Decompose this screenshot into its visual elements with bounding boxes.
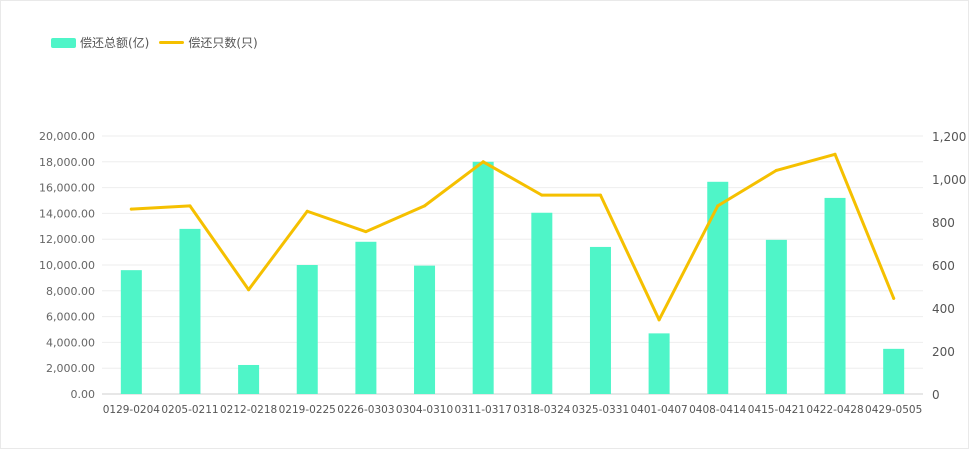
x-tick-label: 0219-0225: [279, 404, 336, 416]
bar[interactable]: [120, 270, 142, 394]
y-right-tick-label: 200: [932, 345, 955, 359]
y-right-tick-label: 0: [932, 388, 940, 402]
line-point[interactable]: [188, 204, 192, 208]
line-point[interactable]: [598, 193, 602, 197]
x-tick-label: 0422-0428: [806, 404, 863, 416]
bar[interactable]: [531, 212, 553, 394]
line-point[interactable]: [774, 168, 778, 172]
bar[interactable]: [238, 364, 260, 394]
line-point[interactable]: [892, 296, 896, 300]
line-point[interactable]: [540, 193, 544, 197]
y-left-tick-label: 12,000.00: [39, 233, 95, 246]
legend-item-bar-series[interactable]: 偿还总额(亿): [51, 34, 149, 51]
x-tick-label: 0212-0218: [220, 404, 277, 416]
x-tick-label: 0311-0317: [455, 404, 512, 416]
y-right-tick-label: 1,000: [932, 173, 966, 187]
x-tick-label: 0408-0414: [689, 404, 747, 416]
legend-bar-swatch: [51, 37, 76, 48]
line-point[interactable]: [305, 209, 309, 213]
bar[interactable]: [355, 241, 377, 394]
line-point[interactable]: [423, 204, 427, 208]
y-left-tick-label: 6,000.00: [46, 311, 95, 324]
line-point[interactable]: [716, 204, 720, 208]
bar[interactable]: [414, 265, 436, 394]
y-left-tick-label: 20,000.00: [39, 130, 95, 143]
y-left-tick-label: 4,000.00: [46, 336, 95, 349]
line-point[interactable]: [247, 288, 251, 292]
x-tick-label: 0401-0407: [630, 404, 687, 416]
bar[interactable]: [824, 197, 846, 394]
line-point[interactable]: [481, 160, 485, 164]
y-left-tick-label: 2,000.00: [46, 362, 95, 375]
legend: 偿还总额(亿) 偿还只数(只): [51, 34, 258, 51]
legend-item-line-series[interactable]: 偿还只数(只): [159, 34, 258, 51]
bar[interactable]: [589, 246, 611, 394]
bar[interactable]: [472, 161, 494, 394]
bar[interactable]: [296, 265, 318, 394]
x-tick-label: 0429-0505: [865, 404, 922, 416]
y-right-tick-label: 1,200: [932, 130, 966, 144]
y-left-tick-label: 0.00: [71, 388, 96, 401]
line-point[interactable]: [657, 318, 661, 322]
x-tick-label: 0129-0204: [103, 404, 161, 416]
y-left-tick-label: 8,000.00: [46, 285, 95, 298]
bar[interactable]: [707, 181, 729, 394]
line-point[interactable]: [129, 207, 133, 211]
bar[interactable]: [883, 348, 905, 394]
legend-line-swatch: [159, 41, 185, 44]
y-right-tick-label: 600: [932, 259, 955, 273]
bar[interactable]: [648, 333, 670, 394]
y-right-tick-label: 400: [932, 302, 955, 316]
x-tick-label: 0205-0211: [161, 404, 218, 416]
y-left-tick-label: 18,000.00: [39, 156, 95, 169]
x-tick-label: 0304-0310: [396, 404, 453, 416]
x-tick-label: 0415-0421: [748, 404, 805, 416]
line-point[interactable]: [364, 230, 368, 234]
x-tick-label: 0325-0331: [572, 404, 629, 416]
line-series: [129, 152, 896, 322]
legend-line-label: 偿还只数(只): [188, 36, 258, 50]
bar[interactable]: [179, 228, 201, 394]
x-tick-label: 0318-0324: [513, 404, 571, 416]
line-point[interactable]: [833, 152, 837, 156]
y-left-tick-label: 16,000.00: [39, 182, 95, 195]
y-left-tick-label: 14,000.00: [39, 207, 95, 220]
y-left-tick-label: 10,000.00: [39, 259, 95, 272]
legend-bar-label: 偿还总额(亿): [80, 36, 150, 50]
bar[interactable]: [765, 239, 787, 394]
y-right-tick-label: 800: [932, 216, 955, 230]
x-tick-label: 0226-0303: [337, 404, 394, 416]
